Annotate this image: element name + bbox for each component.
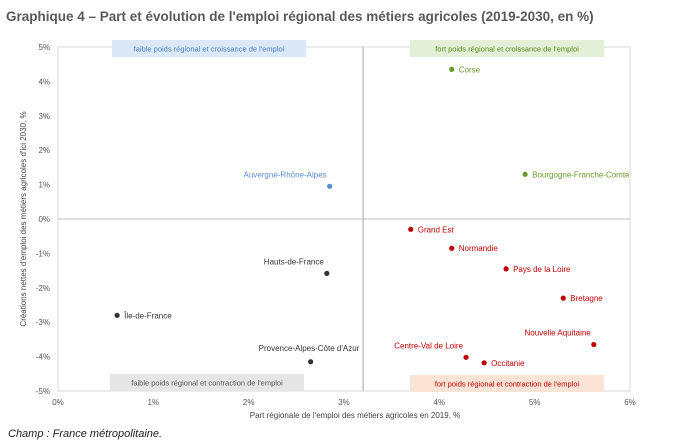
chart-title: Graphique 4 – Part et évolution de l'emp… — [6, 9, 594, 24]
x-tick-label: 0% — [52, 398, 64, 407]
quadrant-labels: faible poids régional et croissance de l… — [110, 40, 604, 392]
y-tick-label: 1% — [38, 181, 50, 190]
data-point — [308, 359, 314, 365]
scope-note: Champ : France métropolitaine. — [8, 428, 163, 440]
quadrant-label-box — [112, 40, 306, 57]
data-point-label: Grand Est — [418, 225, 455, 234]
data-point — [591, 341, 597, 348]
data-point-label: Pays de la Loire — [513, 265, 571, 274]
data-point — [327, 183, 333, 189]
data-point-label: Bourgogne-Franche-Comté — [532, 170, 630, 179]
y-tick-label: -3% — [36, 318, 50, 327]
data-point-label: Occitanie — [491, 359, 525, 368]
data-point-label: Bretagne — [570, 294, 603, 303]
quadrant-label: faible poids régional et croissance de l… — [134, 45, 285, 54]
data-point-label: Centre-Val de Loire — [394, 341, 463, 350]
data-point — [503, 266, 509, 272]
plot-area — [57, 46, 631, 392]
data-point — [463, 354, 469, 360]
data-point — [522, 171, 528, 177]
quadrant-label-box — [110, 374, 304, 391]
y-axis-label: Créations nettes d'emploi des métiers ag… — [19, 111, 28, 326]
x-tick-label: 4% — [434, 398, 446, 407]
quadrant-label: fort poids régional et contraction de l'… — [435, 380, 580, 389]
data-point-label: Auvergne-Rhône-Alpes — [244, 170, 327, 179]
quadrant-label: faible poids régional et contraction de … — [131, 379, 283, 388]
quadrant-label: fort poids régional et croissance de l'e… — [435, 45, 579, 54]
x-tick-label: 1% — [148, 398, 160, 407]
data-point-label: Normandie — [459, 244, 499, 253]
data-point-label: Hauts-de-France — [264, 257, 325, 266]
x-tick-label: 2% — [243, 398, 255, 407]
y-tick-label: 2% — [38, 146, 50, 155]
data-point-label: Provence-Alpes-Côte d'Azur — [259, 344, 360, 353]
data-point — [449, 66, 455, 72]
y-tick-label: -4% — [36, 353, 50, 362]
y-tick-label: -5% — [36, 387, 50, 396]
x-tick-label: 6% — [624, 398, 636, 407]
x-tick-label: 5% — [529, 398, 541, 407]
data-point-label: Île-de-France — [123, 311, 172, 320]
data-point — [449, 245, 455, 251]
quadrant-label-box — [410, 375, 604, 392]
scatter-chart: faible poids régional et croissance de l… — [19, 40, 636, 420]
y-tick-label: -2% — [36, 284, 50, 293]
y-tick-label: 5% — [38, 43, 50, 52]
data-point — [481, 360, 487, 366]
data-point-label: Nouvelle Aquitaine — [524, 329, 591, 338]
y-tick-label: 4% — [38, 77, 50, 86]
axes: 0% 1% 2% 3% 4% 5% 6% -5% -4% -3% -2% -1% 0% 1% 2% 3% 4% 5… — [36, 43, 636, 407]
y-tick-label: 3% — [38, 112, 50, 121]
y-tick-label: -1% — [36, 249, 50, 258]
x-tick-label: 3% — [338, 398, 350, 407]
data-point — [560, 295, 566, 301]
data-point-label: Corse — [459, 65, 481, 74]
data-points: Corse Bourgogne-Franche-Comté Auvergne-Rhô… — [114, 65, 630, 368]
y-tick-label: 0% — [38, 215, 50, 224]
data-point — [114, 312, 120, 318]
quadrant-label-box — [410, 40, 604, 57]
data-point — [324, 270, 330, 276]
data-point — [408, 226, 414, 232]
x-axis-label: Part régionale de l'emploi des métiers a… — [250, 411, 461, 420]
